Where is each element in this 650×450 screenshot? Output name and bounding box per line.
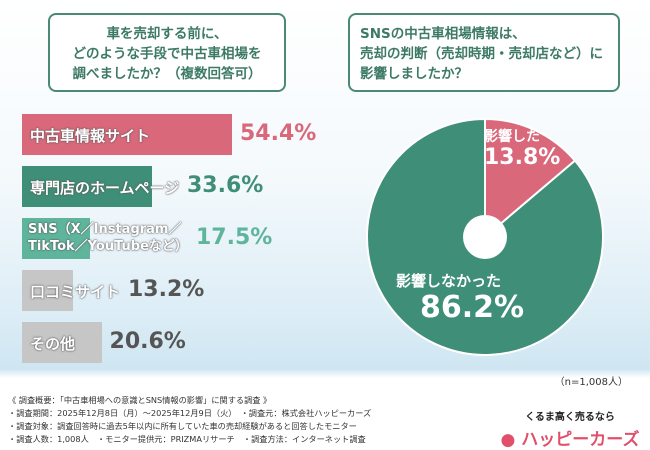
logo-name: ● ハッピーカーズ (500, 425, 640, 450)
bar-label: 口コミサイト (30, 283, 121, 301)
bar-value: 13.2% (128, 277, 205, 302)
bar (22, 270, 73, 311)
bar (22, 166, 152, 207)
donut-hole (463, 215, 507, 259)
question-line: 調べましたか？（複数回答可） (72, 66, 262, 82)
bar (22, 322, 102, 363)
question-line: 売却の判断（売却時期・売却店など）に (360, 46, 603, 62)
logo-text: ハッピーカーズ (521, 430, 640, 450)
pie-slice (484, 117, 577, 240)
bar-value: 33.6% (187, 173, 264, 198)
pie-label: 影響した 13.8% (484, 129, 561, 170)
bar-value: 20.6% (109, 329, 186, 354)
question-line: 車を売却する前に、 (106, 26, 228, 42)
footer-line: ・調査対象：調査回答時に過去5年以内に所有していた車の売却経験があると回答したモ… (8, 421, 357, 431)
bar-value: 54.4% (239, 121, 317, 146)
question-line: SNSの中古車相場情報は、 (360, 26, 526, 42)
bar-label: 中古車情報サイト (30, 127, 151, 145)
bar-value: 17.5% (196, 225, 273, 250)
logo-tagline: くるま高く売るなら (525, 412, 615, 423)
logo: くるま高く売るなら ● ハッピーカーズ (500, 408, 640, 450)
footer-line: ・調査人数：1,008人 ・モニター提供元：PRIZMAリサーチ ・調査方法：イ… (8, 434, 366, 444)
question-line: 影響しましたか？ (360, 66, 468, 82)
bar-label: その他 (30, 335, 76, 353)
bar-label: 専門店のホームページ (30, 179, 180, 197)
question-line: どのような手段で中古車相場を (72, 46, 262, 62)
footer-line: ・調査期間：2025年12月8日（月）～2025年12月9日（火） ・調査元：株… (8, 408, 372, 418)
pie-chart (366, 117, 604, 356)
footer-line: 《 調査概要：「中古車相場への意識とSNS情報の影響」に関する調査 》 (8, 395, 272, 405)
sample-size: （n=1,008人） (554, 377, 628, 388)
survey-footer: 《 調査概要：「中古車相場への意識とSNS情報の影響」に関する調査 》 ・調査期… (8, 394, 371, 446)
question-2-box: SNSの中古車相場情報は、 売却の判断（売却時期・売却店など）に 影響しましたか… (348, 13, 620, 92)
bar (22, 218, 90, 259)
bar-label: SNS（X／Instagram／ TikTok／YouTubeなど） (28, 222, 188, 254)
pie-label: 影響しなかった 86.2% (396, 272, 525, 325)
bar (22, 114, 232, 155)
mascot-icon: ● (500, 430, 516, 450)
question-1-box: 車を売却する前に、 どのような手段で中古車相場を 調べましたか？（複数回答可） (48, 13, 286, 92)
